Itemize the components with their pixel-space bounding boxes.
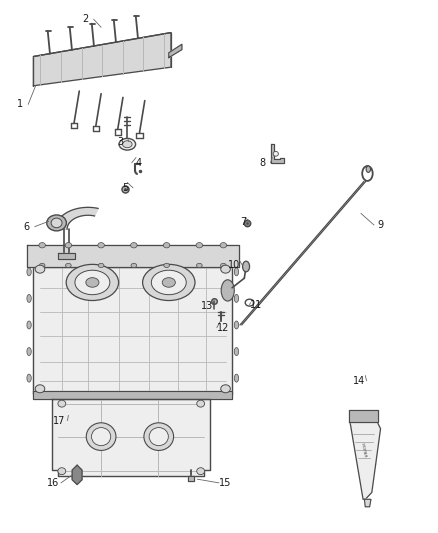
Ellipse shape [39,243,46,248]
Ellipse shape [75,270,110,295]
Ellipse shape [27,294,31,302]
Text: 1: 1 [17,99,23,109]
Ellipse shape [98,263,104,268]
Ellipse shape [131,263,137,268]
Ellipse shape [35,385,45,393]
Text: 2: 2 [83,14,89,25]
Text: 11: 11 [250,300,262,310]
Polygon shape [349,410,378,422]
Ellipse shape [163,243,170,248]
Polygon shape [52,399,210,477]
Ellipse shape [98,243,104,248]
Polygon shape [58,253,75,259]
Ellipse shape [234,374,239,382]
Polygon shape [271,144,284,163]
Ellipse shape [234,321,239,329]
Text: MOPAR: MOPAR [360,442,367,458]
Ellipse shape [151,270,186,295]
Ellipse shape [39,263,45,268]
Ellipse shape [221,385,230,393]
Ellipse shape [27,374,31,382]
Ellipse shape [47,215,67,231]
Ellipse shape [86,423,116,450]
Text: 8: 8 [260,158,266,168]
Ellipse shape [162,278,175,287]
Ellipse shape [197,263,202,268]
Ellipse shape [144,423,173,450]
Ellipse shape [27,321,31,329]
Ellipse shape [131,243,137,248]
Ellipse shape [66,263,71,268]
Ellipse shape [123,141,132,148]
Ellipse shape [197,400,205,407]
Ellipse shape [143,264,195,301]
Polygon shape [364,499,371,507]
Text: 14: 14 [353,376,365,386]
Ellipse shape [58,400,66,407]
Polygon shape [33,33,171,86]
Text: 17: 17 [53,416,66,426]
Ellipse shape [65,243,72,248]
Polygon shape [55,207,98,229]
Ellipse shape [164,263,170,268]
Ellipse shape [221,280,234,301]
Ellipse shape [234,268,239,276]
Ellipse shape [220,263,226,268]
Polygon shape [27,245,239,266]
Ellipse shape [234,294,239,302]
Ellipse shape [27,348,31,356]
Text: 12: 12 [217,322,230,333]
Ellipse shape [51,218,62,228]
Ellipse shape [366,166,371,172]
Ellipse shape [221,265,230,273]
Polygon shape [169,44,182,58]
Text: 13: 13 [201,301,213,311]
Ellipse shape [196,243,203,248]
Text: 3: 3 [118,136,124,147]
Polygon shape [187,477,194,481]
Ellipse shape [220,243,226,248]
Ellipse shape [197,468,205,474]
Text: 4: 4 [135,158,141,168]
Ellipse shape [234,348,239,356]
Polygon shape [33,391,232,399]
Text: 16: 16 [47,478,59,488]
Ellipse shape [86,278,99,287]
Ellipse shape [58,468,66,474]
Text: 10: 10 [228,260,240,270]
Text: 9: 9 [378,220,384,230]
Polygon shape [350,422,381,499]
Ellipse shape [35,265,45,273]
Ellipse shape [27,268,31,276]
Ellipse shape [66,264,119,301]
Text: 15: 15 [219,478,232,488]
Ellipse shape [92,427,111,446]
Ellipse shape [149,427,168,446]
Polygon shape [72,465,82,484]
Polygon shape [33,266,232,394]
Ellipse shape [273,151,279,156]
Text: 5: 5 [122,183,128,193]
Text: 7: 7 [240,217,246,228]
Text: 6: 6 [24,222,30,232]
Ellipse shape [243,261,250,272]
Ellipse shape [119,139,136,150]
